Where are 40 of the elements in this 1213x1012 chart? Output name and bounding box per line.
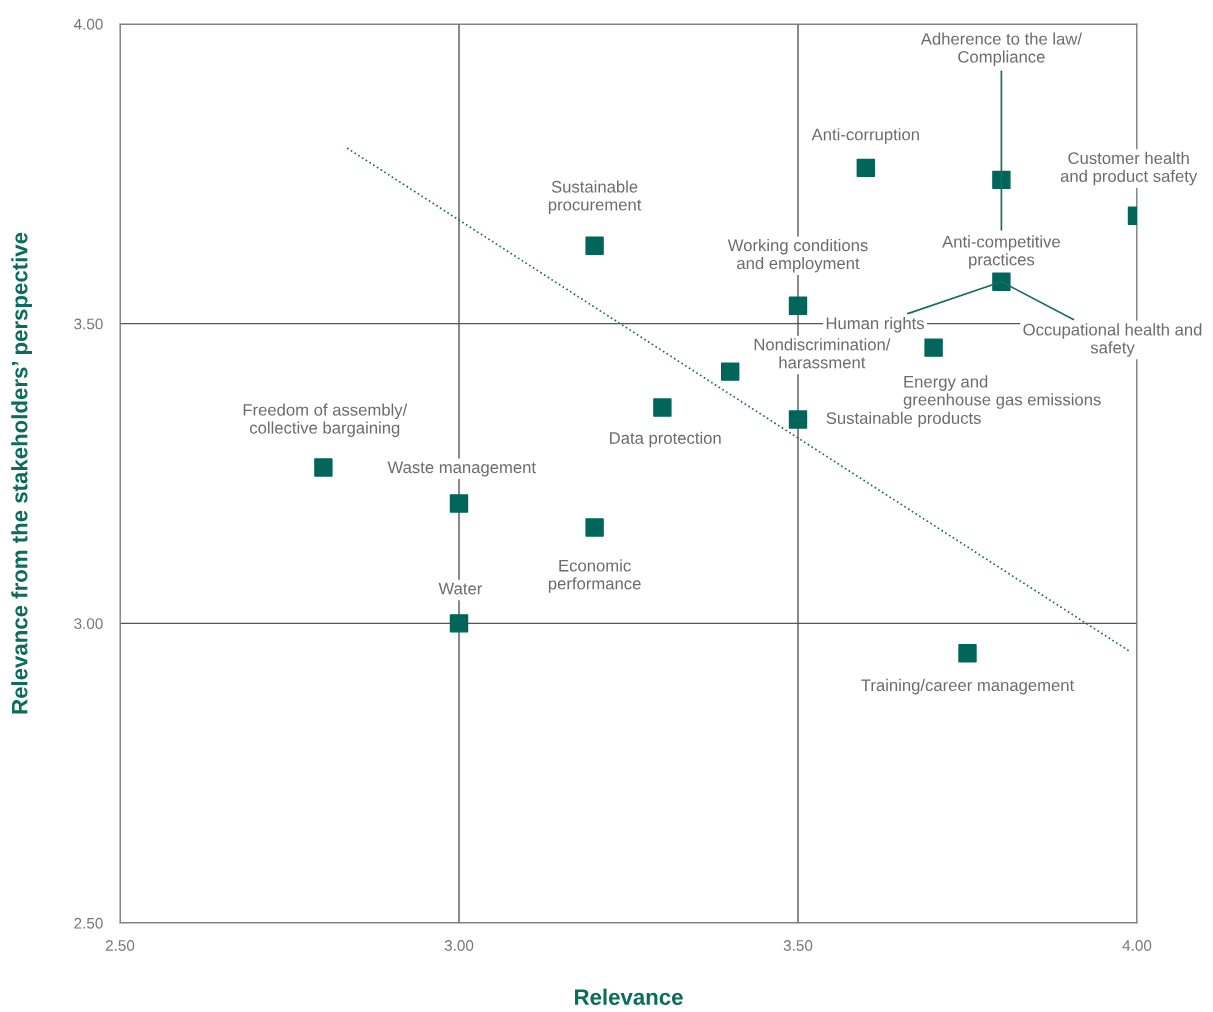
point xyxy=(449,494,469,513)
point xyxy=(788,296,808,315)
point xyxy=(992,170,1011,190)
point xyxy=(653,398,672,417)
y-tick-label: 3.00 xyxy=(74,618,103,630)
x-tick-label: 4.00 xyxy=(1122,940,1152,951)
point xyxy=(314,458,333,477)
point xyxy=(720,362,740,381)
annotation: Anti-corruption xyxy=(811,128,919,144)
annotation: Economic performance xyxy=(548,559,641,593)
annotation: Energy and greenhouse gas emissions xyxy=(903,375,1101,409)
annotation: Water xyxy=(438,582,483,595)
point xyxy=(585,518,604,537)
annotation: Nondiscrimination/ harassment xyxy=(754,338,891,369)
x-tick-label: 3.00 xyxy=(444,940,474,951)
annotation: Freedom of assembly/ collective bargaining xyxy=(243,403,408,438)
point xyxy=(585,236,604,255)
point xyxy=(788,410,808,429)
annotation: Customer health and product safety xyxy=(1060,151,1198,186)
y-axis-title: Relevance from the stakeholders’ perspective xyxy=(11,232,32,714)
point xyxy=(924,338,943,357)
point xyxy=(449,614,469,633)
point xyxy=(958,644,977,663)
annotation: Human rights xyxy=(826,317,924,333)
annotation: Occupational health and safety xyxy=(1023,323,1202,357)
point xyxy=(856,158,876,178)
y-tick-label: 3.50 xyxy=(74,318,103,330)
annotation: Working conditions and employment xyxy=(727,238,868,273)
annotation: Sustainable procurement xyxy=(548,180,642,214)
annotation: Sustainable products xyxy=(826,411,981,428)
y-tick-label: 2.50 xyxy=(74,917,103,929)
annotation: Training/career management xyxy=(861,678,1075,695)
y-tick-label: 4.00 xyxy=(73,18,103,30)
annotation: Waste management xyxy=(387,461,536,477)
x-axis-title: Relevance xyxy=(575,988,683,1005)
annotation: Data protection xyxy=(610,431,721,448)
annotation: Anti-competitive practices xyxy=(942,235,1060,269)
x-tick-label: 3.50 xyxy=(783,940,813,951)
annotation: Adherence to the law/ Compliance xyxy=(920,32,1083,67)
x-tick-label: 2.50 xyxy=(105,940,135,951)
